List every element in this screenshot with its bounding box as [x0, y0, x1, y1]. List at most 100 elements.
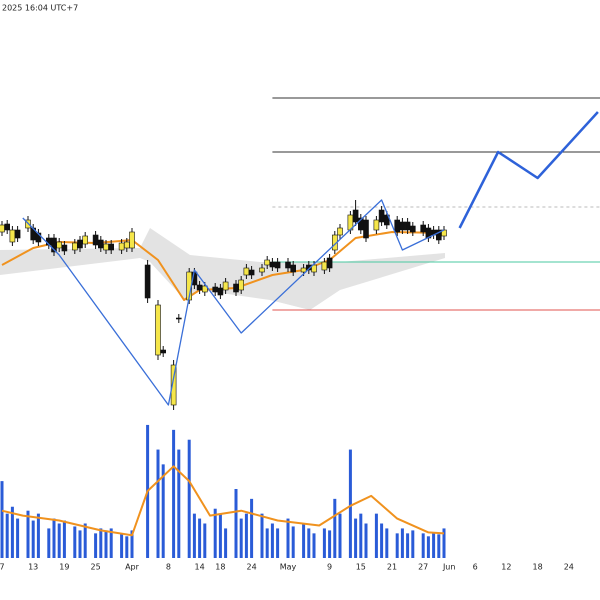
- x-tick-label: May: [280, 563, 297, 572]
- volume-bar: [239, 518, 243, 558]
- candle-body: [124, 241, 130, 249]
- volume-bar: [26, 510, 30, 558]
- candle-body: [56, 241, 63, 249]
- candle-body: [326, 257, 333, 269]
- volume-bar: [395, 533, 399, 558]
- volume-bar: [312, 533, 316, 558]
- x-tick-label: 24: [564, 563, 574, 572]
- candle-body: [72, 242, 78, 251]
- volume-bar: [302, 523, 306, 558]
- volume-bar: [16, 518, 20, 558]
- x-tick-label: 14: [195, 563, 205, 572]
- volume-bar: [218, 513, 222, 558]
- volume-bar: [172, 429, 176, 558]
- volume-bar: [156, 449, 160, 558]
- volume-bar: [192, 513, 196, 558]
- volume-bar: [36, 513, 40, 558]
- candle-body: [363, 219, 369, 239]
- volume-bar: [78, 530, 82, 558]
- candle-body: [61, 244, 68, 252]
- x-tick-label: Jun: [442, 563, 456, 572]
- projection-line: [458, 111, 599, 229]
- candle-body: [77, 239, 83, 249]
- volume-bar: [307, 528, 311, 558]
- candle-body: [259, 267, 265, 273]
- volume-bar: [73, 526, 77, 558]
- volume-bar: [265, 528, 269, 558]
- volume-bar: [120, 533, 124, 558]
- volume-bar: [187, 439, 191, 558]
- volume-bar: [406, 533, 410, 558]
- candle-body: [9, 229, 16, 243]
- volume-bar: [380, 523, 384, 558]
- candle-body: [212, 286, 218, 293]
- volume-bar: [385, 528, 389, 558]
- volume-bar: [421, 533, 425, 558]
- x-tick-label: 18: [533, 563, 543, 572]
- volume-bar: [10, 506, 14, 558]
- volume-bar: [234, 489, 238, 558]
- volume-bar: [62, 520, 66, 558]
- volume-bar: [99, 528, 103, 558]
- band: [0, 228, 445, 310]
- x-tick-label: 27: [418, 563, 428, 572]
- candle-body: [264, 259, 271, 266]
- candle-body: [420, 224, 427, 233]
- candle-body: [394, 219, 401, 233]
- candle-body: [404, 221, 411, 231]
- volume-bar: [328, 530, 332, 558]
- candle-body: [373, 219, 380, 231]
- candle-body: [0, 224, 5, 233]
- volume-bar: [400, 528, 404, 558]
- x-tick-label: 6: [473, 563, 478, 572]
- volume-bar: [432, 533, 436, 558]
- volume-bar: [291, 526, 295, 558]
- x-tick-label: 21: [387, 563, 397, 572]
- candle-body: [155, 304, 161, 356]
- volume-bar: [348, 449, 352, 558]
- candle-body: [103, 243, 109, 251]
- volume-bar: [57, 523, 61, 558]
- x-tick-label: 8: [166, 563, 171, 572]
- volume-bar: [31, 520, 35, 558]
- x-tick-label: 13: [28, 563, 38, 572]
- zigzag-line: [22, 199, 445, 406]
- candle-body: [248, 269, 255, 276]
- candle-body: [337, 227, 343, 236]
- candle-body: [4, 223, 10, 231]
- candle-body: [144, 264, 151, 299]
- x-tick-label: 24: [247, 563, 257, 572]
- volume-bar: [286, 518, 290, 558]
- volume-bar: [437, 534, 441, 558]
- candle-body: [92, 234, 99, 246]
- volume-bar: [177, 449, 181, 558]
- candle-body: [98, 239, 104, 249]
- candle-body: [290, 264, 297, 273]
- volume-bar: [0, 481, 4, 558]
- x-tick-label: Apr: [125, 563, 140, 572]
- candle-body: [269, 261, 276, 268]
- volume-bar: [161, 464, 165, 558]
- candle-body: [176, 317, 182, 320]
- volume-bar: [244, 513, 248, 558]
- candle-body: [409, 225, 416, 233]
- candle-body: [311, 264, 317, 273]
- candle-body: [118, 242, 125, 251]
- candle-body: [222, 281, 229, 291]
- candle-body: [217, 287, 224, 296]
- volume-bar: [426, 536, 430, 558]
- x-tick-label: 18: [215, 563, 225, 572]
- volume-bar: [130, 530, 134, 558]
- volume-bar: [359, 513, 363, 558]
- volume-bar: [333, 498, 337, 558]
- volume-bar: [270, 523, 274, 558]
- chart-title: 2025 16:04 UTC+7: [2, 4, 78, 13]
- volume-bar: [276, 528, 280, 558]
- candle-body: [82, 235, 88, 245]
- candle-body: [321, 261, 328, 271]
- volume-bar: [442, 528, 446, 558]
- x-tick-label: 19: [59, 563, 69, 572]
- candle-body: [238, 279, 244, 291]
